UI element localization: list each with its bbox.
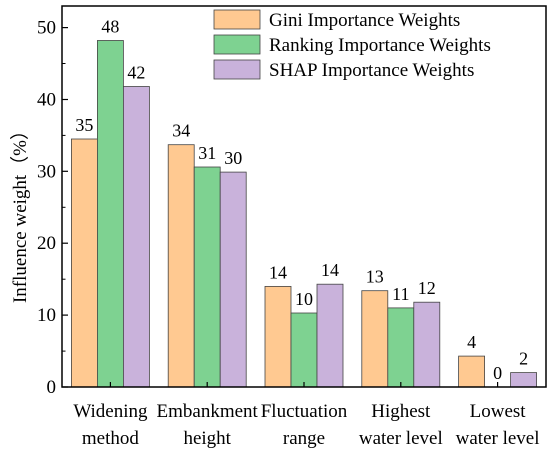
bar-1-1 (71, 138, 98, 388)
legend-label-1: Gini Importance Weights (269, 10, 460, 31)
bar-3-1 (123, 86, 150, 388)
data-label-3-5: 2 (519, 349, 528, 369)
data-label-2-1: 48 (101, 17, 119, 37)
x-tick-label-2-line-1: Embankment (157, 401, 259, 422)
y-tick-label-1: 0 (47, 377, 57, 398)
bar-3-5 (510, 372, 538, 388)
data-label-2-3: 10 (295, 289, 313, 309)
x-tick-label-1-line-1: Widening (73, 401, 148, 422)
legend-swatch-3 (213, 59, 261, 80)
legend-label-2: Ranking Importance Weights (269, 35, 491, 56)
y-axis-title: Influence weight（%） (9, 121, 31, 303)
y-tick-label-2: 10 (37, 305, 56, 326)
bar-2-1 (97, 40, 124, 388)
axes-layer: Widening method Embankment height Fluctuatio… (37, 5, 547, 449)
x-tick-label-1-line-2: method (82, 428, 139, 449)
bar-1-3 (264, 285, 292, 388)
bar-1-5 (458, 355, 486, 388)
y-tick-label-4: 30 (37, 161, 56, 182)
data-label-1-4: 13 (366, 267, 384, 287)
bar-2-3 (290, 312, 318, 388)
x-tick-label-3-line-1: Fluctuation (261, 401, 348, 422)
bar-3-2 (219, 171, 247, 388)
data-label-2-5: 0 (493, 363, 502, 383)
bar-1-2 (167, 144, 195, 388)
x-tick-label-4-line-1: Highest (371, 401, 431, 422)
data-label-1-1: 35 (75, 115, 93, 135)
bar-3-3 (316, 283, 344, 388)
bar-2-4 (387, 307, 415, 388)
y-tick-label-3: 20 (37, 233, 56, 254)
bar-2-2 (193, 166, 221, 388)
legend-swatch-1 (213, 9, 261, 30)
x-tick-label-2-line-2: height (183, 428, 231, 449)
data-labels-layer: 35 48 42 34 31 30 14 10 14 13 11 12 402 (75, 17, 528, 384)
bars-layer (71, 40, 538, 388)
legend-swatch-2 (213, 34, 261, 55)
x-tick-label-5-line-1: Lowest (470, 401, 527, 422)
y-tick-label-5: 40 (37, 90, 56, 111)
legend: Gini Importance Weights Ranking Importanc… (213, 9, 491, 81)
data-label-3-3: 14 (321, 260, 339, 280)
bar-3-4 (413, 301, 441, 388)
legend-label-3: SHAP Importance Weights (269, 60, 474, 81)
data-label-2-2: 31 (198, 143, 216, 163)
data-label-1-2: 34 (172, 121, 190, 141)
y-tick-label-6: 50 (37, 18, 56, 39)
data-label-1-5: 4 (467, 332, 476, 352)
data-label-3-1: 42 (127, 63, 145, 83)
x-tick-label-5-line-2: water level (456, 428, 540, 449)
data-label-3-2: 30 (224, 148, 242, 168)
x-tick-label-4-line-2: water level (359, 428, 443, 449)
data-label-3-4: 12 (418, 278, 436, 298)
bar-1-4 (361, 290, 389, 388)
plot-frame (61, 5, 547, 388)
data-label-1-3: 14 (269, 262, 287, 282)
data-label-2-4: 11 (392, 284, 409, 304)
x-tick-label-3-line-2: range (283, 428, 325, 449)
